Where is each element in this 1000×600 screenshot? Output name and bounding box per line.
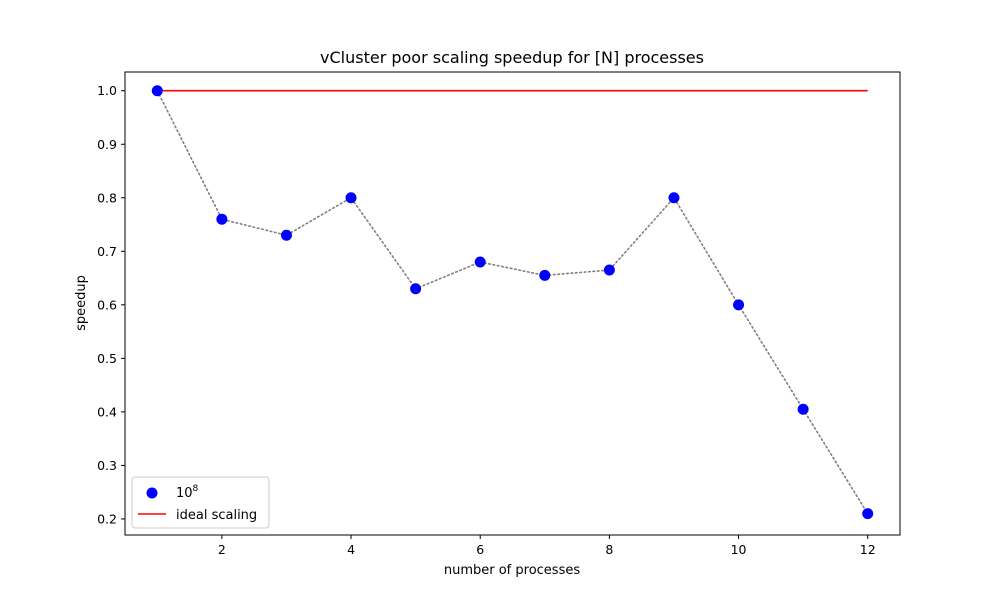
- x-tick-label: 10: [731, 542, 747, 557]
- series-dotted-line: [156, 89, 869, 515]
- x-tick-label: 12: [860, 542, 876, 557]
- plot-area: [151, 85, 874, 520]
- y-tick-label: 0.8: [97, 190, 117, 205]
- data-point: [797, 403, 809, 415]
- axes-frame: [124, 71, 901, 536]
- legend-marker-series: [146, 487, 158, 499]
- x-axis-label: number of processes: [444, 563, 580, 578]
- data-point: [733, 299, 745, 311]
- y-tick-label: 0.2: [97, 511, 117, 526]
- y-axis: 0.2 0.3 0.4 0.5 0.6 0.7 0.8 0.9 1.0: [97, 83, 125, 526]
- x-tick-label: 8: [605, 542, 613, 557]
- y-tick-label: 1.0: [97, 83, 117, 98]
- data-point: [603, 264, 615, 276]
- legend-label-superscript: 8: [193, 484, 199, 494]
- data-point: [410, 283, 422, 295]
- data-point: [216, 213, 228, 225]
- data-point: [668, 192, 680, 204]
- y-tick-label: 0.6: [97, 297, 117, 312]
- data-point: [345, 192, 357, 204]
- y-tick-label: 0.9: [97, 137, 117, 152]
- y-tick-label: 0.4: [97, 404, 117, 419]
- legend-label-base: 10: [176, 486, 193, 501]
- y-tick-label: 0.7: [97, 244, 117, 259]
- x-tick-label: 6: [476, 542, 484, 557]
- legend-box: [131, 476, 270, 529]
- legend-label-series: 108: [176, 484, 199, 501]
- x-tick-label: 2: [218, 542, 226, 557]
- data-point: [474, 256, 486, 268]
- legend: 108 ideal scaling: [131, 476, 270, 529]
- y-tick-label: 0.3: [97, 458, 117, 473]
- data-point: [151, 85, 163, 97]
- x-axis: 2 4 6 8 10 12: [218, 535, 876, 557]
- x-tick-label: 4: [347, 542, 355, 557]
- y-axis-label: speedup: [74, 275, 89, 331]
- legend-label-ideal: ideal scaling: [176, 508, 257, 523]
- chart-title: vCluster poor scaling speedup for [N] pr…: [320, 48, 704, 67]
- data-point: [862, 508, 874, 520]
- data-point: [539, 269, 551, 281]
- data-point: [280, 229, 292, 241]
- y-tick-label: 0.5: [97, 351, 117, 366]
